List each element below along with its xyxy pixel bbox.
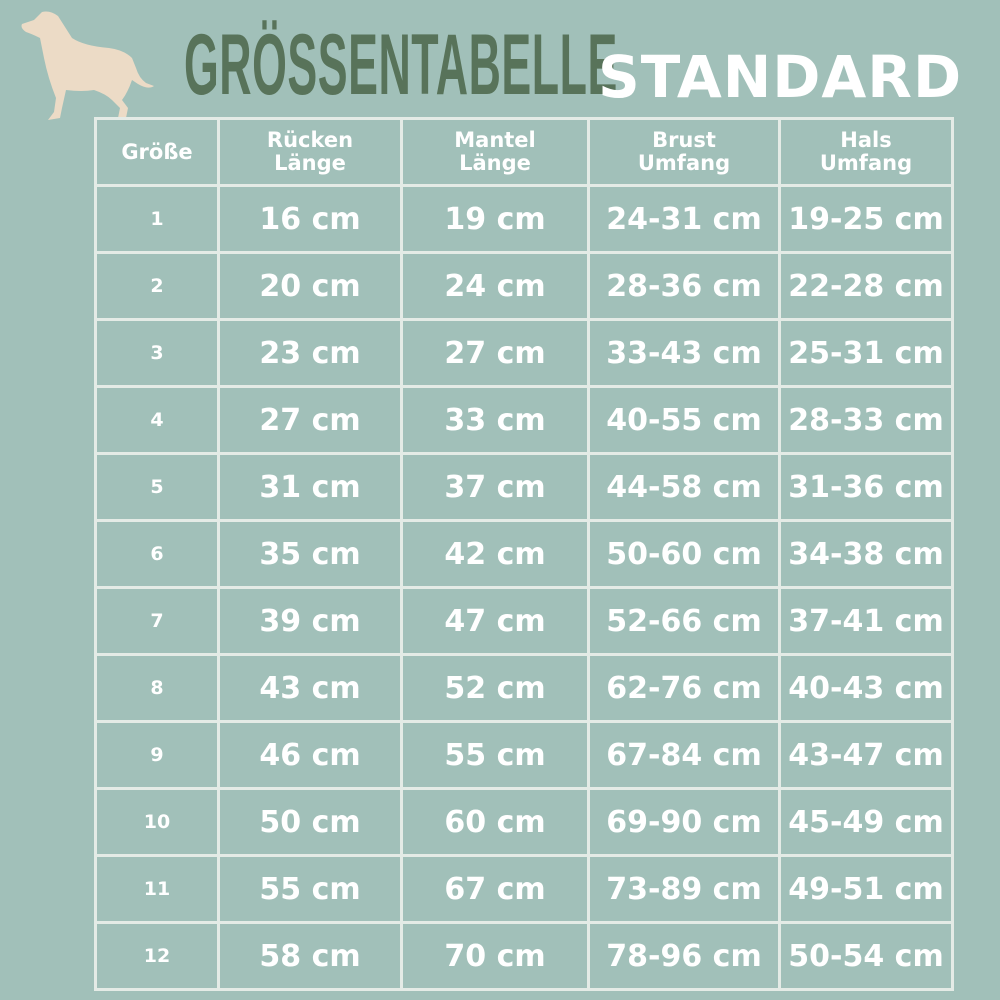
cell-chest: 69-90 cm: [587, 787, 781, 857]
cell-size: 3: [94, 318, 220, 388]
cell-chest: 44-58 cm: [587, 452, 781, 522]
table-row: 4 27 cm 33 cm 40-55 cm 28-33 cm: [94, 385, 954, 455]
cell-coat-length: 33 cm: [400, 385, 590, 455]
page-subtitle: STANDARD: [598, 43, 963, 111]
cell-neck: 34-38 cm: [778, 519, 954, 589]
cell-size: 12: [94, 921, 220, 991]
cell-chest: 50-60 cm: [587, 519, 781, 589]
cell-chest: 52-66 cm: [587, 586, 781, 656]
table-row: 7 39 cm 47 cm 52-66 cm 37-41 cm: [94, 586, 954, 656]
cell-neck: 22-28 cm: [778, 251, 954, 321]
cell-back-length: 27 cm: [217, 385, 403, 455]
cell-chest: 33-43 cm: [587, 318, 781, 388]
cell-neck: 19-25 cm: [778, 184, 954, 254]
cell-back-length: 35 cm: [217, 519, 403, 589]
table-row: 3 23 cm 27 cm 33-43 cm 25-31 cm: [94, 318, 954, 388]
cell-back-length: 23 cm: [217, 318, 403, 388]
cell-coat-length: 42 cm: [400, 519, 590, 589]
cell-size: 2: [94, 251, 220, 321]
cell-size: 9: [94, 720, 220, 790]
cell-neck: 49-51 cm: [778, 854, 954, 924]
table-row: 5 31 cm 37 cm 44-58 cm 31-36 cm: [94, 452, 954, 522]
cell-size: 7: [94, 586, 220, 656]
cell-chest: 24-31 cm: [587, 184, 781, 254]
cell-coat-length: 52 cm: [400, 653, 590, 723]
cell-chest: 62-76 cm: [587, 653, 781, 723]
cell-back-length: 16 cm: [217, 184, 403, 254]
dog-silhouette-icon: [21, 11, 154, 120]
cell-coat-length: 47 cm: [400, 586, 590, 656]
cell-coat-length: 70 cm: [400, 921, 590, 991]
cell-neck: 37-41 cm: [778, 586, 954, 656]
cell-neck: 28-33 cm: [778, 385, 954, 455]
cell-coat-length: 37 cm: [400, 452, 590, 522]
table-row: 8 43 cm 52 cm 62-76 cm 40-43 cm: [94, 653, 954, 723]
table-row: 9 46 cm 55 cm 67-84 cm 43-47 cm: [94, 720, 954, 790]
table-row: 12 58 cm 70 cm 78-96 cm 50-54 cm: [94, 921, 954, 991]
cell-coat-length: 55 cm: [400, 720, 590, 790]
cell-coat-length: 67 cm: [400, 854, 590, 924]
cell-back-length: 39 cm: [217, 586, 403, 656]
cell-chest: 73-89 cm: [587, 854, 781, 924]
cell-back-length: 43 cm: [217, 653, 403, 723]
cell-back-length: 31 cm: [217, 452, 403, 522]
cell-size: 5: [94, 452, 220, 522]
cell-neck: 25-31 cm: [778, 318, 954, 388]
cell-size: 1: [94, 184, 220, 254]
cell-size: 6: [94, 519, 220, 589]
header-coat-length: Mantel Länge: [400, 117, 590, 187]
header-size: Größe: [94, 117, 220, 187]
header-chest: Brust Umfang: [587, 117, 781, 187]
cell-back-length: 58 cm: [217, 921, 403, 991]
table-row: 11 55 cm 67 cm 73-89 cm 49-51 cm: [94, 854, 954, 924]
cell-neck: 31-36 cm: [778, 452, 954, 522]
cell-coat-length: 60 cm: [400, 787, 590, 857]
table-row: 2 20 cm 24 cm 28-36 cm 22-28 cm: [94, 251, 954, 321]
header-neck: Hals Umfang: [778, 117, 954, 187]
cell-size: 11: [94, 854, 220, 924]
table-row: 10 50 cm 60 cm 69-90 cm 45-49 cm: [94, 787, 954, 857]
cell-chest: 78-96 cm: [587, 921, 781, 991]
size-table: Größe Rücken Länge Mantel Länge Brust Umfan…: [94, 117, 954, 991]
cell-size: 4: [94, 385, 220, 455]
cell-neck: 50-54 cm: [778, 921, 954, 991]
table-row: 1 16 cm 19 cm 24-31 cm 19-25 cm: [94, 184, 954, 254]
cell-back-length: 46 cm: [217, 720, 403, 790]
cell-coat-length: 27 cm: [400, 318, 590, 388]
cell-back-length: 55 cm: [217, 854, 403, 924]
cell-chest: 28-36 cm: [587, 251, 781, 321]
cell-back-length: 20 cm: [217, 251, 403, 321]
cell-coat-length: 19 cm: [400, 184, 590, 254]
page-title: GRÖSSENTABELLE: [184, 17, 618, 113]
cell-size: 8: [94, 653, 220, 723]
cell-coat-length: 24 cm: [400, 251, 590, 321]
cell-neck: 40-43 cm: [778, 653, 954, 723]
cell-chest: 67-84 cm: [587, 720, 781, 790]
cell-size: 10: [94, 787, 220, 857]
table-row: 6 35 cm 42 cm 50-60 cm 34-38 cm: [94, 519, 954, 589]
header-row: Größe Rücken Länge Mantel Länge Brust Umfan…: [94, 117, 954, 187]
cell-back-length: 50 cm: [217, 787, 403, 857]
header-back-length: Rücken Länge: [217, 117, 403, 187]
cell-chest: 40-55 cm: [587, 385, 781, 455]
cell-neck: 43-47 cm: [778, 720, 954, 790]
cell-neck: 45-49 cm: [778, 787, 954, 857]
